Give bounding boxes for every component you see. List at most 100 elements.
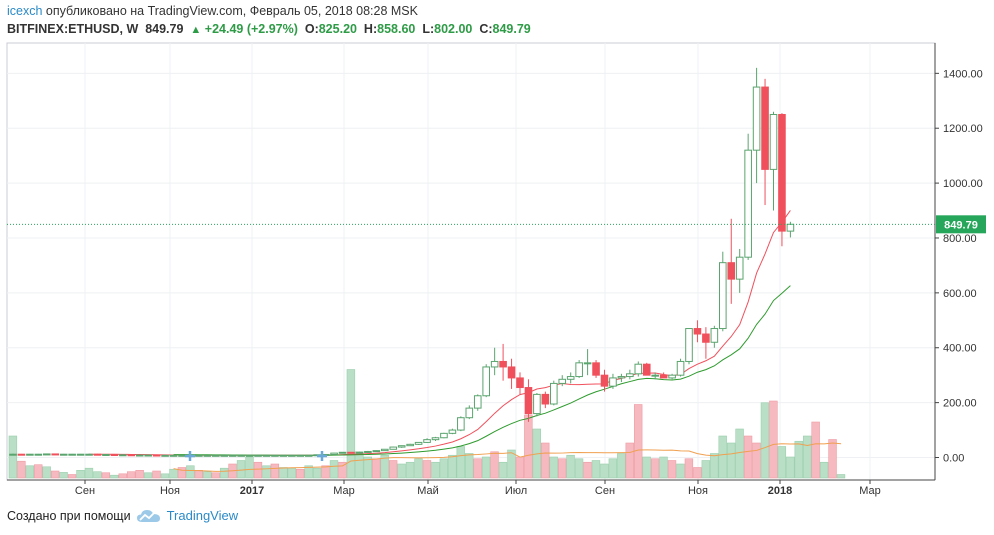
- candle-body: [550, 382, 558, 405]
- volume-bar: [84, 467, 94, 479]
- volume-bar: [735, 428, 744, 479]
- candle: [195, 454, 203, 457]
- candle: [423, 438, 431, 443]
- candle: [575, 360, 583, 378]
- candle: [566, 372, 575, 384]
- volume-bar: [50, 470, 60, 479]
- candle-body: [76, 453, 85, 456]
- author-link[interactable]: icexch: [7, 4, 43, 18]
- volume-bar: [439, 458, 449, 479]
- candle-body: [651, 374, 660, 377]
- candle-body: [262, 454, 271, 457]
- candle: [119, 454, 127, 457]
- candle: [634, 361, 643, 377]
- volume-bar: [608, 458, 618, 479]
- volume-bar: [456, 446, 465, 479]
- symbol-label: BITFINEX:ETHUSD, W: [7, 22, 139, 36]
- candle: [516, 372, 524, 395]
- candle-body: [296, 454, 305, 457]
- candle: [600, 369, 609, 392]
- candle-body: [59, 453, 68, 456]
- candle: [85, 453, 93, 456]
- volume-bar: [127, 471, 136, 479]
- candle-body: [482, 366, 490, 397]
- volume-bar: [667, 460, 677, 479]
- candle: [338, 451, 347, 454]
- candle: [473, 394, 482, 411]
- volume-bar: [177, 467, 187, 479]
- candle: [212, 454, 220, 457]
- candle: [761, 78, 769, 206]
- candle: [304, 454, 313, 457]
- volume-bar: [329, 460, 339, 479]
- candle: [296, 454, 305, 457]
- last-price-label: 849.79: [944, 219, 978, 231]
- volume-bar: [388, 460, 398, 479]
- candle-body: [17, 453, 26, 456]
- volume-bar: [8, 435, 18, 479]
- candle-body: [195, 454, 203, 457]
- candle-body: [68, 453, 76, 456]
- candle: [220, 454, 229, 457]
- candle-body: [144, 454, 152, 457]
- candle: [355, 451, 364, 454]
- open-value: 825.20: [318, 22, 357, 36]
- volume-bar: [236, 460, 246, 479]
- volume-bar: [110, 474, 119, 479]
- candle-body: [710, 328, 719, 343]
- candle: [693, 320, 702, 343]
- volume-bar: [34, 464, 43, 479]
- candle-body: [626, 373, 634, 378]
- publish-text: опубликовано на TradingView.com, Февраль…: [45, 4, 418, 18]
- candle: [592, 360, 600, 378]
- candle: [389, 446, 398, 450]
- candle-body: [110, 453, 119, 456]
- candle-body: [642, 363, 651, 376]
- volume-bar: [169, 468, 178, 479]
- price-chart[interactable]: 0.00 200.00 400.00 600.00 800.00 1000.00 1200.…: [0, 0, 994, 500]
- candle-body: [668, 374, 676, 379]
- candle-body: [228, 454, 237, 457]
- volume-ma-line: [173, 442, 842, 472]
- candle-body: [254, 454, 262, 457]
- candle-body: [685, 328, 693, 362]
- candle-body: [34, 453, 43, 456]
- y-tick-label: 1000.00: [943, 178, 983, 190]
- volume-bar: [650, 458, 660, 479]
- candle-body: [617, 376, 626, 379]
- candle-body: [338, 451, 347, 454]
- volume-bar: [76, 469, 85, 479]
- volume-bar: [194, 469, 203, 479]
- last-price: 849.79: [145, 22, 184, 36]
- candle: [228, 454, 237, 457]
- candle-body: [786, 223, 795, 232]
- candle-body: [752, 86, 761, 151]
- volume-bar: [135, 469, 144, 479]
- candle-body: [423, 439, 431, 443]
- volume-bar: [380, 454, 389, 479]
- candle-body: [406, 443, 414, 447]
- candle: [685, 328, 693, 365]
- candle: [102, 453, 110, 456]
- candle: [617, 373, 626, 383]
- candle-body: [473, 395, 482, 409]
- volume-bar: [541, 442, 550, 479]
- y-tick-label: 200.00: [943, 398, 977, 410]
- candle: [735, 248, 744, 293]
- candle: [330, 452, 338, 455]
- candle-body: [203, 454, 212, 457]
- candle-body: [761, 86, 769, 170]
- volume-bar: [600, 463, 609, 479]
- volume-bar: [203, 471, 212, 479]
- x-tick-label: Сен: [595, 485, 615, 497]
- volume-bar: [693, 467, 702, 479]
- volume-bar: [802, 435, 812, 479]
- volume-bar: [743, 435, 753, 479]
- tradingview-link[interactable]: TradingView: [136, 508, 238, 523]
- volume-bar: [481, 456, 491, 479]
- volume-bar: [811, 421, 820, 479]
- volume-bar: [312, 467, 322, 479]
- candle-body: [719, 262, 727, 330]
- candle-body: [304, 454, 313, 457]
- candle-body: [178, 454, 186, 457]
